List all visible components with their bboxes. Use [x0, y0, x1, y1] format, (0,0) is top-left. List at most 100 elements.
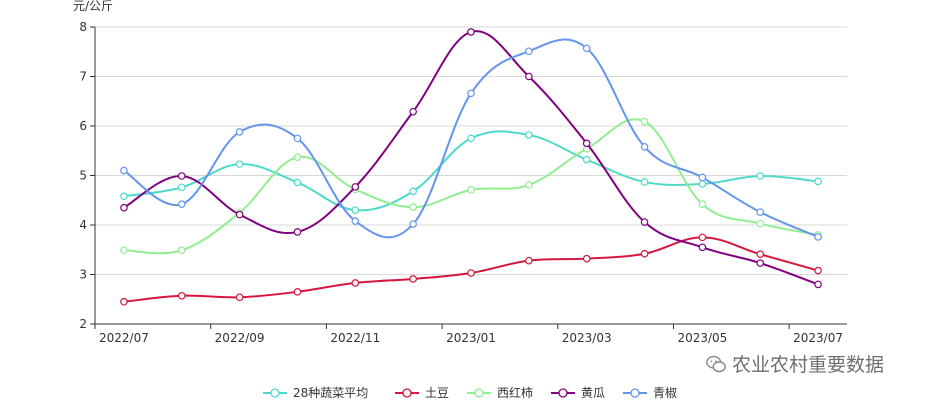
data-point[interactable]	[525, 256, 533, 265]
legend-item[interactable]: 黄瓜	[551, 386, 605, 400]
legend-item[interactable]: 青椒	[623, 386, 677, 400]
data-point[interactable]	[351, 279, 360, 287]
y-tick-label: 2	[79, 317, 87, 331]
legend-label: 土豆	[425, 386, 449, 400]
data-point[interactable]	[756, 219, 765, 228]
y-tick-label: 7	[79, 70, 87, 84]
data-point[interactable]	[814, 233, 822, 241]
series-group	[120, 38, 822, 241]
data-point[interactable]	[177, 172, 186, 180]
data-point[interactable]	[756, 250, 765, 259]
data-point[interactable]	[640, 249, 649, 258]
data-point[interactable]	[351, 206, 360, 214]
data-point[interactable]	[814, 177, 822, 186]
data-point[interactable]	[409, 203, 417, 211]
data-point[interactable]	[293, 178, 302, 187]
data-point[interactable]	[640, 178, 649, 186]
data-point[interactable]	[293, 153, 302, 161]
data-point[interactable]	[582, 254, 591, 263]
data-point[interactable]	[177, 246, 186, 255]
series-group	[120, 28, 822, 289]
data-point[interactable]	[525, 181, 533, 189]
data-point[interactable]	[467, 28, 475, 36]
data-point[interactable]	[814, 266, 822, 275]
data-point[interactable]	[351, 183, 360, 191]
data-point[interactable]	[756, 172, 765, 180]
data-point[interactable]	[698, 180, 707, 188]
x-tick-label: 2022/11	[330, 331, 380, 345]
data-point[interactable]	[467, 186, 475, 194]
data-point[interactable]	[756, 259, 765, 267]
legend-item[interactable]: 28种蔬菜平均	[263, 386, 368, 400]
data-point[interactable]	[409, 107, 417, 116]
legend-item[interactable]: 西红柿	[467, 385, 533, 400]
data-point[interactable]	[235, 160, 244, 168]
legend-label: 黄瓜	[581, 386, 605, 400]
data-point[interactable]	[582, 155, 591, 164]
x-tick-labels: 2022/07 2022/09 2022/11 2023/01 2023/03 2023/…	[99, 331, 843, 345]
data-point[interactable]	[582, 139, 591, 148]
data-point[interactable]	[293, 288, 302, 296]
legend-swatch-marker	[402, 388, 412, 398]
y-tick-label: 5	[79, 169, 87, 183]
legend[interactable]: 28种蔬菜平均 土豆 西红柿 黄瓜 青椒	[263, 385, 677, 400]
legend-swatch-marker	[558, 388, 568, 398]
data-point[interactable]	[640, 218, 649, 226]
watermark-text: 农业农村重要数据	[732, 354, 885, 376]
data-point[interactable]	[409, 187, 417, 196]
data-point[interactable]	[467, 89, 475, 98]
data-point[interactable]	[177, 183, 186, 192]
data-point[interactable]	[120, 297, 128, 306]
data-point[interactable]	[640, 117, 649, 126]
series-lines	[120, 28, 822, 306]
data-point[interactable]	[235, 293, 244, 302]
data-point[interactable]	[351, 217, 360, 225]
data-point[interactable]	[525, 72, 533, 81]
watermark: 农业农村重要数据	[705, 350, 884, 377]
data-point[interactable]	[814, 280, 822, 289]
data-point[interactable]	[525, 131, 533, 139]
data-point[interactable]	[120, 192, 128, 201]
data-point[interactable]	[640, 142, 649, 151]
data-point[interactable]	[120, 246, 128, 255]
legend-label: 28种蔬菜平均	[293, 386, 368, 400]
y-tick-label: 8	[79, 20, 87, 34]
data-point[interactable]	[698, 173, 707, 182]
data-point[interactable]	[120, 166, 128, 175]
x-tick-label: 2023/05	[677, 331, 727, 345]
data-point[interactable]	[698, 233, 707, 242]
x-tick-label: 2023/07	[793, 331, 843, 345]
y-tick-labels: 2 3 4 5 6 7 8	[79, 20, 87, 331]
data-point[interactable]	[235, 128, 244, 136]
y-tick-label: 4	[79, 218, 87, 232]
data-point[interactable]	[177, 291, 186, 300]
y-tick-label: 3	[79, 268, 87, 282]
grid-lines	[95, 26, 847, 275]
y-axis-unit-label: 元/公斤	[73, 0, 113, 13]
legend-item[interactable]: 土豆	[395, 386, 449, 400]
data-point[interactable]	[293, 228, 302, 236]
legend-swatch-marker	[630, 388, 640, 398]
data-point[interactable]	[467, 134, 475, 143]
data-point[interactable]	[698, 243, 707, 252]
series-group	[120, 130, 822, 214]
legend-swatch-marker	[270, 388, 280, 398]
wechat-icon	[706, 355, 726, 372]
data-point[interactable]	[467, 269, 475, 277]
data-point[interactable]	[409, 220, 417, 228]
data-point[interactable]	[293, 134, 302, 143]
data-point[interactable]	[525, 47, 533, 56]
x-tick-label: 2023/03	[562, 331, 612, 345]
legend-label: 青椒	[653, 386, 677, 400]
data-point[interactable]	[756, 208, 765, 216]
data-point[interactable]	[698, 200, 707, 209]
data-point[interactable]	[409, 275, 417, 283]
legend-swatch-marker	[474, 388, 484, 398]
data-point[interactable]	[235, 210, 244, 219]
data-point[interactable]	[582, 44, 591, 53]
data-point[interactable]	[177, 200, 186, 209]
axes	[90, 26, 847, 329]
data-point[interactable]	[120, 203, 128, 212]
legend-label: 西红柿	[497, 385, 533, 400]
